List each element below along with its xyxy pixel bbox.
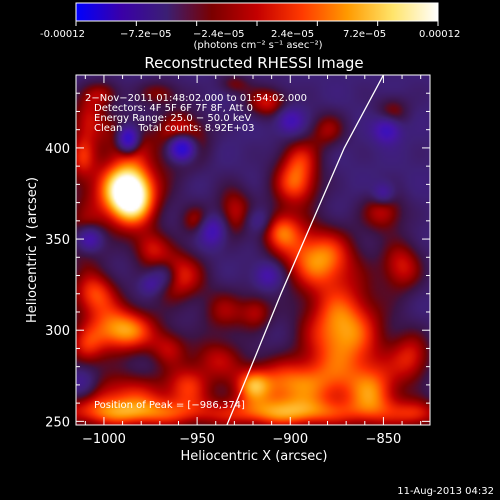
heatmap-image <box>76 75 430 425</box>
chart-title: Reconstructed RHESSI Image <box>144 54 363 72</box>
peak-position-label: Position of Peak = [−986,374] <box>94 400 245 411</box>
colorbar-tick-label-3: 2.4e−05 <box>271 29 314 40</box>
colorbar-tick-label-1: −7.2e−05 <box>120 29 172 40</box>
y-axis-title: Heliocentric Y (arcsec) <box>25 177 40 323</box>
colorbar-ticks <box>75 21 439 26</box>
x-tick-label: −950 <box>179 432 215 447</box>
colorbar-tick-label-2: −2.4e−05 <box>193 29 245 40</box>
colorbar <box>75 2 439 22</box>
x-axis-title: Heliocentric X (arcsec) <box>181 449 328 464</box>
annotation-total-counts: Clean Total counts: 8.92E+03 <box>94 123 254 134</box>
annotation-time-range: 2−Nov−2011 01:48:02.000 to 01:54:02.000 <box>85 93 307 104</box>
colorbar-max-label: 0.00012 <box>419 29 460 40</box>
x-tick-label: −1000 <box>82 432 126 447</box>
footer-timestamp: 11-Aug-2013 04:32 <box>397 486 494 497</box>
colorbar-tick-label-4: 7.2e−05 <box>343 29 386 40</box>
annotation-detectors: Detectors: 4F 5F 6F 7F 8F, Att 0 <box>94 103 253 114</box>
y-axis: 250 300 350 400 <box>45 92 430 430</box>
solar-limb-line <box>226 75 384 425</box>
y-tick-label: 300 <box>45 324 70 339</box>
x-tick-label: −850 <box>366 432 402 447</box>
colorbar-min-label: -0.00012 <box>40 29 85 40</box>
x-tick-label: −900 <box>272 432 308 447</box>
y-tick-label: 350 <box>45 233 70 248</box>
annotation-energy-range: Energy Range: 25.0 − 50.0 keV <box>94 113 251 124</box>
x-axis: −1000 −950 −900 −850 <box>82 75 422 447</box>
y-tick-label: 400 <box>45 142 70 157</box>
colorbar-units: (photons cm⁻² s⁻¹ asec⁻²) <box>193 40 322 51</box>
y-tick-label: 250 <box>45 415 70 430</box>
